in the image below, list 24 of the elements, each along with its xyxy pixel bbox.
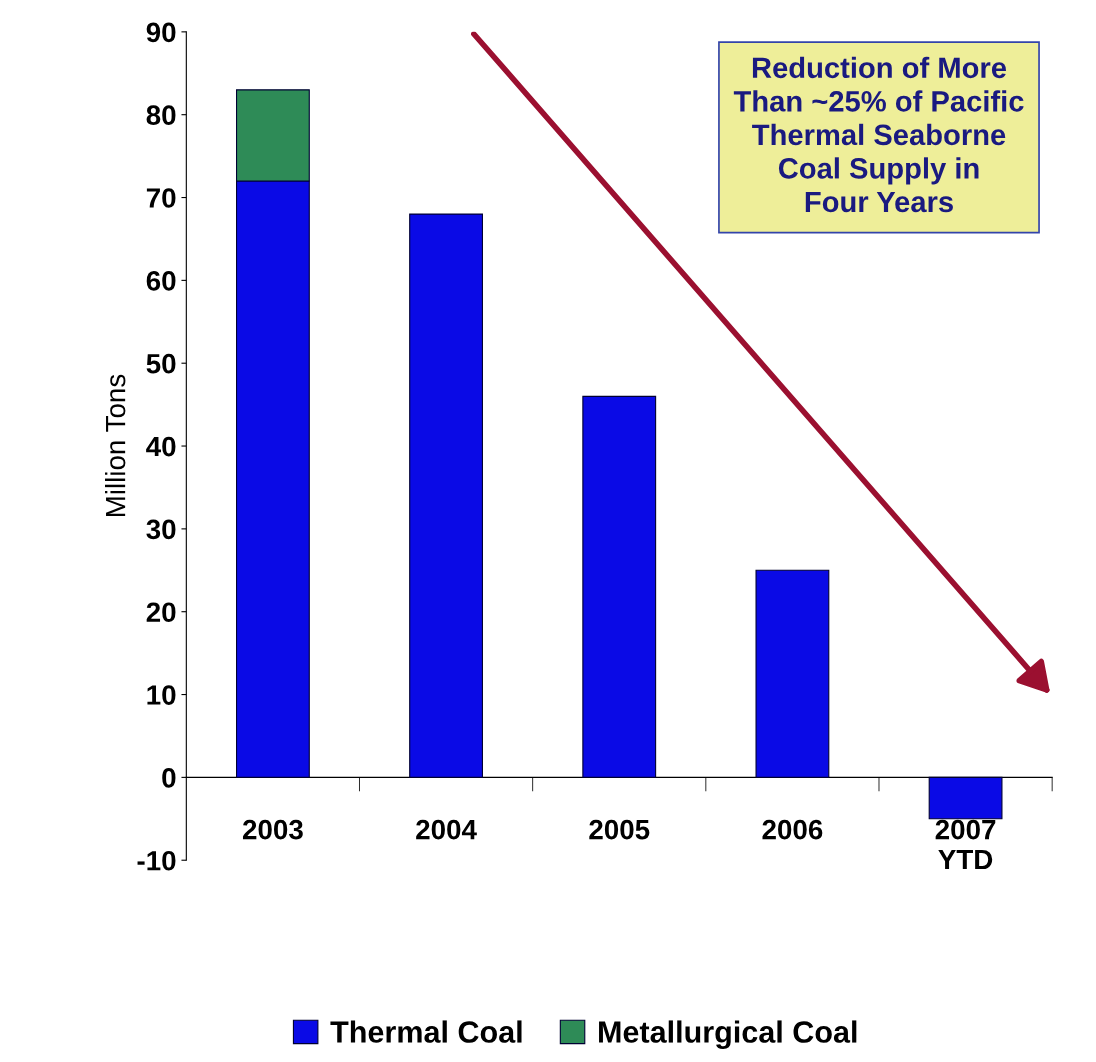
x-tick-label: 2005 <box>589 819 650 840</box>
y-tick-label: 90 <box>146 22 176 43</box>
y-tick-label: 20 <box>146 602 176 623</box>
y-tick-label: 60 <box>146 271 176 291</box>
y-tick-label: 30 <box>146 519 176 540</box>
x-tick-label: 2007 YTD <box>935 819 996 870</box>
annotation: Reduction of More Than ~25% of Pacific Thermal Seaborne Coal Supply in Four Years <box>733 56 1024 213</box>
bar <box>755 569 830 778</box>
y-tick-label: -10 <box>137 850 176 871</box>
y-tick-label: 40 <box>146 436 176 457</box>
x-tick-label: 2006 <box>762 819 823 840</box>
x-tick-label: 2003 <box>242 819 303 840</box>
y-tick-label: 80 <box>146 105 176 126</box>
bar <box>582 395 657 778</box>
y-tick-label: 0 <box>162 768 176 788</box>
x-tick-label: 2004 <box>416 819 477 840</box>
y-tick-label: 70 <box>146 188 176 208</box>
legend-label: Thermal Coal <box>330 1020 522 1043</box>
y-tick-label: 50 <box>146 353 176 374</box>
y-tick-label: 10 <box>147 685 176 705</box>
y-axis-title: Million Tons <box>105 374 126 517</box>
legend-label: Metallurgical Coal <box>599 1020 857 1050</box>
bar <box>409 213 483 778</box>
bar <box>928 776 1003 820</box>
